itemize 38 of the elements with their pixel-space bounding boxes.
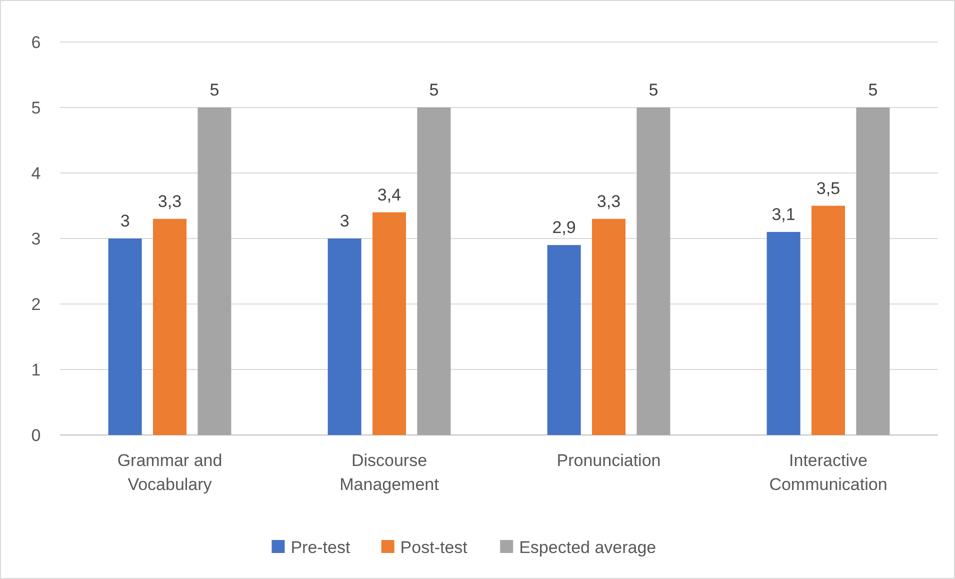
bar	[811, 206, 846, 435]
y-tick-label: 5	[31, 98, 41, 118]
y-tick-label: 3	[31, 229, 41, 248]
legend-label: Pre-test	[290, 538, 350, 557]
x-tick-label: Discourse Management	[340, 451, 440, 494]
bar	[328, 238, 362, 435]
bar	[547, 245, 581, 435]
y-tick-label: 0	[31, 426, 41, 445]
data-label: 3,4	[377, 185, 402, 204]
bar	[152, 218, 187, 435]
data-label: 3	[120, 212, 130, 230]
data-label: 5	[429, 80, 439, 100]
bar	[108, 238, 142, 435]
legend-label: Espected average	[519, 538, 656, 557]
data-label: 5	[210, 80, 220, 100]
x-tick-label: Interactive Communication	[769, 451, 888, 494]
bar	[592, 218, 626, 435]
bar	[417, 108, 451, 435]
data-label: 2,9	[552, 218, 576, 238]
data-label: 3,3	[596, 192, 621, 211]
legend-label: Post-test	[400, 538, 468, 557]
y-tick-label: 1	[31, 360, 41, 380]
data-label: 3,5	[816, 178, 840, 198]
data-label: 5	[648, 80, 658, 100]
data-label: 3,3	[158, 192, 182, 211]
x-tick-label: Grammar and Vocabulary	[117, 451, 222, 494]
bar	[766, 232, 800, 435]
data-label: 3	[340, 212, 350, 230]
bar	[198, 108, 232, 435]
y-tick-label: 4	[31, 164, 41, 183]
x-tick-label: Pronunciation	[556, 451, 661, 470]
bar	[856, 108, 890, 435]
bar	[636, 108, 670, 435]
data-label: 5	[868, 80, 878, 100]
y-tick-label: 2	[31, 294, 41, 314]
bar	[372, 212, 406, 435]
data-label: 3,1	[772, 204, 796, 224]
y-tick-label: 6	[31, 32, 41, 52]
